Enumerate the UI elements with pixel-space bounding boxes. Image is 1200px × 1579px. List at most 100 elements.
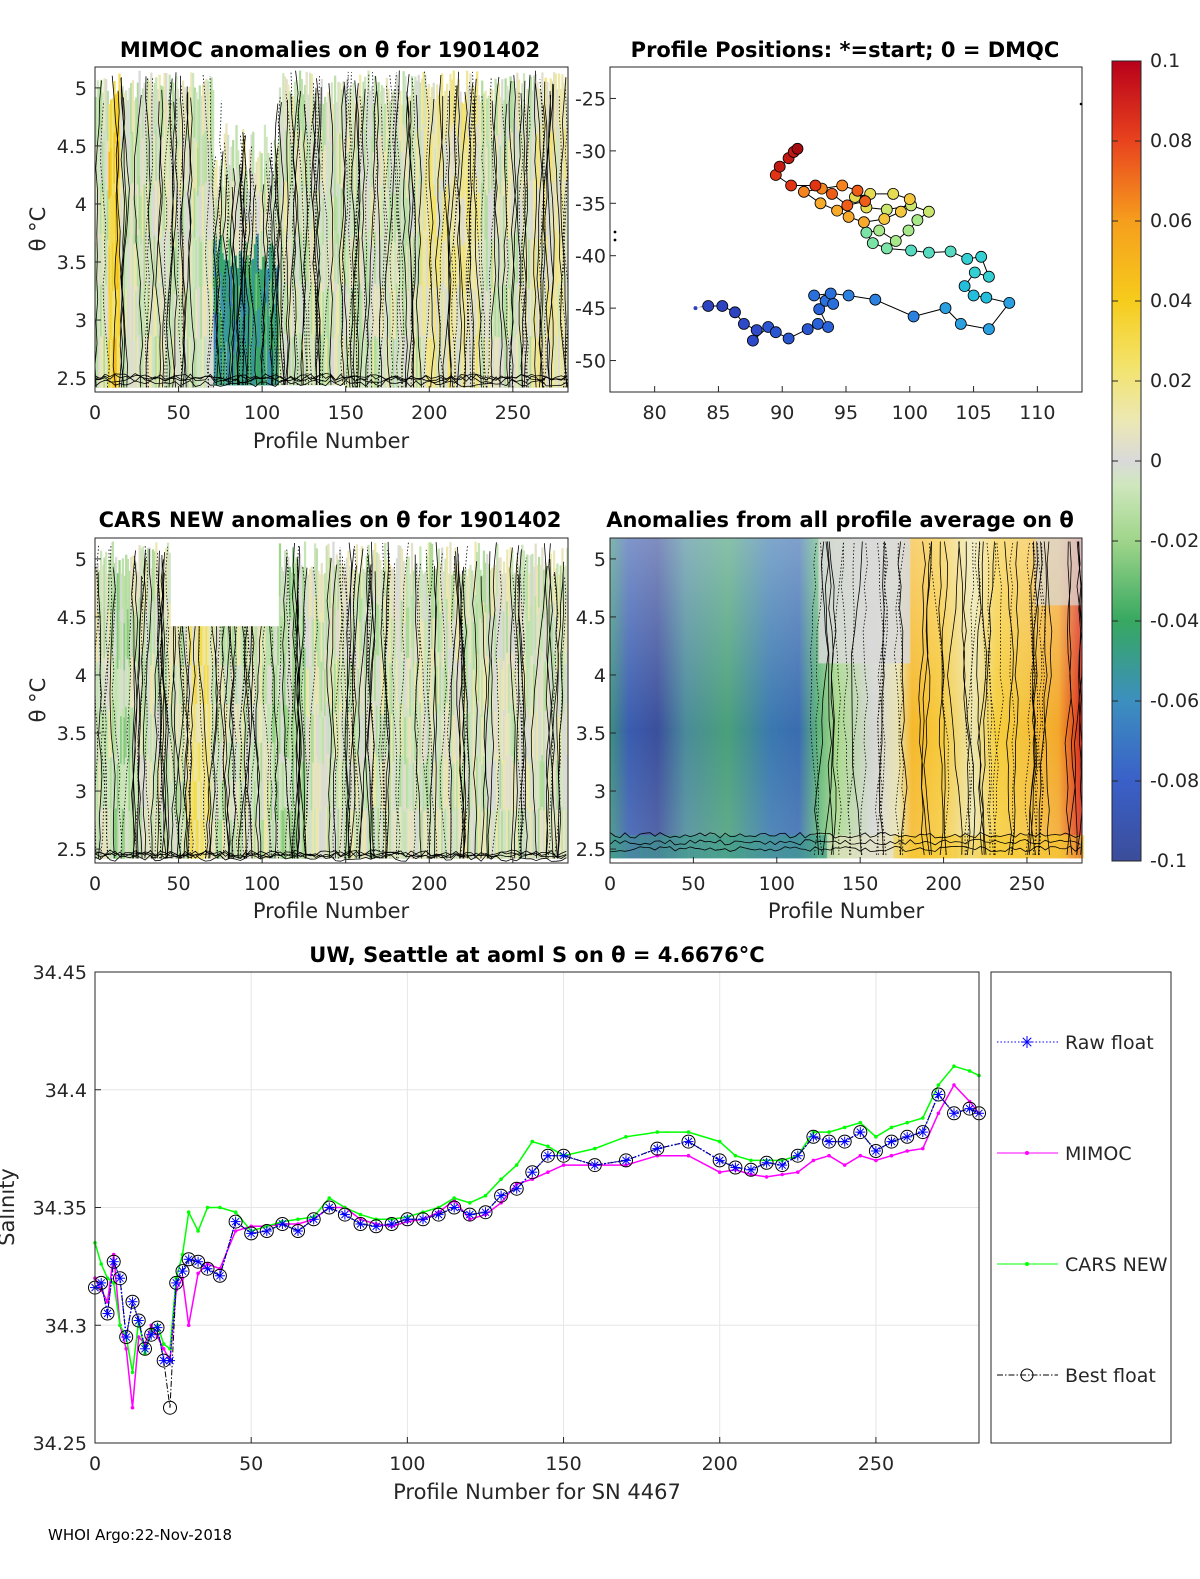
anomaly-cell xyxy=(317,714,320,763)
anomaly-cell xyxy=(95,338,98,388)
anomaly-cell xyxy=(158,231,161,284)
anomaly-cell xyxy=(385,181,389,234)
anomaly-cell xyxy=(190,124,193,178)
anomaly-cell xyxy=(243,664,247,704)
anomaly-cell xyxy=(328,241,332,290)
anomaly-cell xyxy=(509,283,512,336)
anomaly-cell xyxy=(277,742,280,782)
salinity-xtick-label: 150 xyxy=(545,1453,581,1475)
anomaly-cell xyxy=(155,129,158,182)
average-bottom-cell xyxy=(846,835,851,859)
anomaly-cell xyxy=(302,567,305,617)
anomaly-cell xyxy=(471,570,474,619)
anomaly-cell xyxy=(332,647,335,701)
average-bottom-cell xyxy=(760,835,764,859)
anomaly-cell xyxy=(275,819,278,859)
series-point xyxy=(450,1203,459,1212)
anomaly-cell xyxy=(325,243,328,292)
anomaly-cell xyxy=(372,246,375,294)
anomaly-cell xyxy=(188,742,191,782)
series-point xyxy=(434,1210,443,1219)
contour-line xyxy=(977,541,988,855)
anomaly-cell xyxy=(551,336,554,388)
anomaly-cell xyxy=(459,716,462,764)
contour-line xyxy=(187,626,196,859)
anomaly-cell xyxy=(98,618,101,667)
series-point xyxy=(419,1215,427,1224)
anomaly-cell xyxy=(198,626,201,666)
anomaly-cell xyxy=(101,662,104,713)
anomaly-cell xyxy=(532,127,536,180)
anomaly-cell xyxy=(412,236,415,288)
anomaly-cell xyxy=(367,123,370,177)
anomaly-cell xyxy=(268,780,272,821)
anomaly-cell xyxy=(320,612,323,662)
anomaly-cell xyxy=(186,626,190,666)
anomaly-cell xyxy=(482,550,486,603)
anomaly-cell xyxy=(375,654,379,706)
anomaly-cell xyxy=(106,140,109,191)
average-bottom-cell xyxy=(850,835,855,859)
anomaly-cell xyxy=(484,140,487,191)
anomaly-cell xyxy=(245,742,248,782)
anomaly-cell xyxy=(484,239,487,289)
anomaly-cell xyxy=(305,124,308,177)
anomaly-cell xyxy=(522,73,526,126)
anomaly-cell xyxy=(491,664,494,714)
anomaly-cell xyxy=(417,574,420,623)
anomaly-cell xyxy=(141,806,145,859)
anomaly-cell xyxy=(482,338,486,388)
anomaly-cell xyxy=(499,707,502,759)
anomaly-cell xyxy=(277,264,280,305)
anomaly-cell xyxy=(262,352,265,386)
anomaly-cell xyxy=(175,626,178,666)
anomaly-cell xyxy=(101,614,104,664)
anomaly-cell xyxy=(442,571,445,620)
anomaly-cell xyxy=(201,819,205,859)
anomaly-cell xyxy=(521,806,524,859)
legend-marker xyxy=(1022,1037,1032,1047)
anomaly-cell xyxy=(110,99,113,148)
anomaly-cell xyxy=(278,285,282,336)
anomaly-cell xyxy=(283,550,287,603)
anomaly-cell xyxy=(399,189,402,240)
anomaly-cell xyxy=(451,763,454,812)
anomaly-cell xyxy=(96,131,99,184)
anomaly-cell xyxy=(417,179,420,232)
anomaly-cell xyxy=(471,188,474,239)
anomaly-cell xyxy=(434,568,437,618)
anomaly-cell xyxy=(126,808,130,859)
profile-position-marker xyxy=(791,142,804,155)
anomaly-cell xyxy=(222,252,225,287)
anomaly-cell xyxy=(409,95,412,145)
anomaly-cell xyxy=(479,101,482,150)
anomaly-cell xyxy=(220,309,223,348)
anomaly-cell xyxy=(492,713,496,762)
anomaly-cell xyxy=(220,272,223,311)
average-bottom-cell xyxy=(990,835,995,859)
colorbar-tick-label: -0.08 xyxy=(1150,770,1199,792)
anomaly-cell xyxy=(497,336,501,388)
anomaly-cell xyxy=(118,73,121,127)
series-point xyxy=(205,1205,210,1210)
series-point xyxy=(544,1151,552,1160)
series-point xyxy=(593,1146,597,1151)
anomaly-cell xyxy=(531,288,534,339)
anomaly-cell xyxy=(440,599,444,652)
contour-line xyxy=(414,554,422,859)
anomaly-cell xyxy=(359,179,362,232)
anomaly-cell xyxy=(507,189,511,240)
anomaly-cell xyxy=(272,210,275,246)
anomaly-cell xyxy=(178,145,181,195)
anomaly-cell xyxy=(282,666,285,716)
average-bottom-cell xyxy=(710,835,714,859)
anomaly-cell xyxy=(332,103,335,151)
anomaly-cell xyxy=(559,565,562,615)
anomaly-cell xyxy=(110,604,113,656)
anomaly-cell xyxy=(484,337,487,388)
anomaly-cell xyxy=(327,238,330,288)
anomaly-cell xyxy=(120,193,123,243)
mimoc-ytick-label: 4.5 xyxy=(57,136,87,158)
anomaly-cell xyxy=(118,709,121,760)
anomaly-cell xyxy=(554,282,557,336)
